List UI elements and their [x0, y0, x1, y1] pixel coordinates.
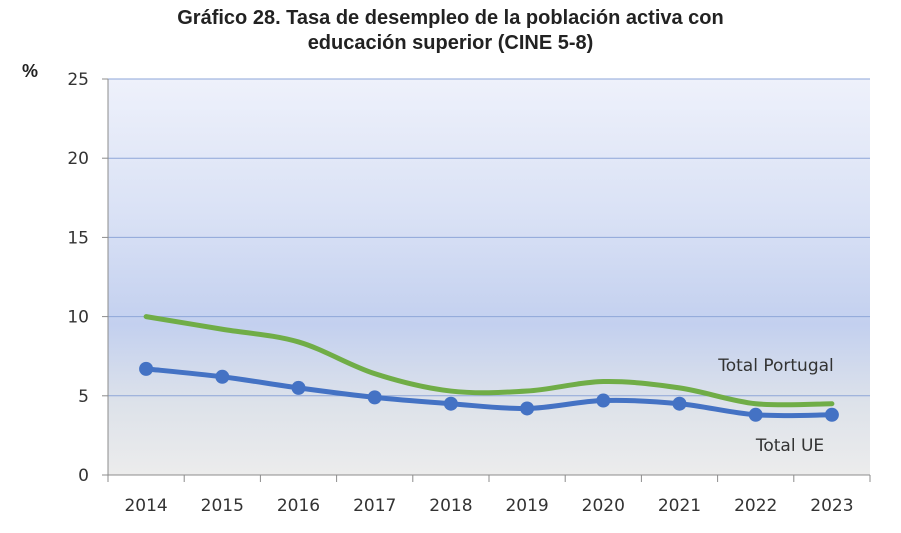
chart-title-line-1: Gráfico 28. Tasa de desempleo de la pobl…	[177, 7, 724, 29]
x-tick-label: 2022	[734, 496, 777, 516]
gridlines	[108, 78, 870, 397]
y-tick-label: 10	[67, 308, 89, 328]
series-label-total-ue: Total UE	[755, 436, 824, 456]
data-point-total-ue	[824, 407, 839, 422]
series-line-total-portugal	[143, 314, 835, 408]
y-axis-unit-label: %	[22, 61, 38, 81]
series	[139, 314, 839, 422]
y-tick-label: 25	[67, 70, 89, 90]
chart-title-line-2: educación superior (CINE 5-8)	[307, 32, 594, 54]
data-point-total-ue	[367, 390, 382, 405]
data-point-total-ue	[520, 401, 535, 416]
data-point-total-ue	[215, 369, 230, 384]
data-point-total-ue	[139, 361, 154, 376]
chart-title: Gráfico 28. Tasa de desempleo de la pobl…	[0, 6, 901, 56]
x-tick-label: 2020	[582, 496, 625, 516]
y-tick-label: 0	[78, 466, 89, 486]
y-tick-label: 5	[78, 387, 89, 407]
data-point-total-ue	[291, 380, 306, 395]
x-tick-label: 2018	[429, 496, 472, 516]
data-point-total-ue	[748, 407, 763, 422]
axes: 0 5 10 15 20 25 2014 2015 2016 2017 2018 2019 2020 20…	[67, 70, 871, 516]
series-line-total-ue	[143, 366, 835, 419]
y-tick-label: 15	[67, 228, 89, 248]
x-tick-label: 2023	[810, 496, 853, 516]
x-tick-label: 2021	[658, 496, 701, 516]
x-tick-label: 2015	[201, 496, 244, 516]
data-point-total-ue	[443, 396, 458, 411]
data-point-total-ue	[596, 393, 611, 408]
series-label-total-portugal: Total Portugal	[717, 356, 834, 376]
x-tick-label: 2016	[277, 496, 320, 516]
x-tick-label: 2019	[505, 496, 548, 516]
y-tick-label: 20	[67, 149, 89, 169]
x-tick-label: 2017	[353, 496, 396, 516]
x-tick-label: 2014	[124, 496, 167, 516]
data-point-total-ue	[672, 396, 687, 411]
